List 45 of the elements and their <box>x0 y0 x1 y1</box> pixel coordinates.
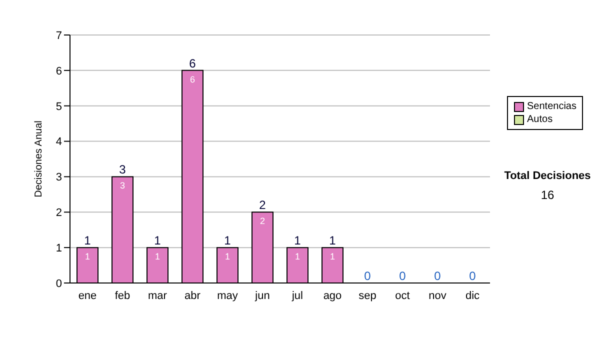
data-label: 1 <box>154 252 160 262</box>
y-tick-label: 0 <box>56 278 62 290</box>
text: Total Decisiones <box>503 170 592 182</box>
total-label: 1 <box>294 234 302 248</box>
x-tick-label: mar <box>148 290 168 302</box>
total-label: 6 <box>189 56 196 70</box>
y-tick-label: 7 <box>56 30 62 42</box>
total-label: 0 <box>434 269 442 283</box>
x-tick-label: dic <box>465 290 480 302</box>
total-label: 1 <box>154 234 162 248</box>
x-tick-label: abr <box>184 290 201 302</box>
total-label: 1 <box>84 234 92 248</box>
x-tick-label: oct <box>395 290 410 302</box>
x-tick-label: feb <box>114 290 130 302</box>
text: 16 <box>540 188 556 202</box>
x-tick-label: jun <box>254 290 270 302</box>
total-label: 2 <box>259 198 266 212</box>
y-tick-label: 4 <box>56 136 62 148</box>
total-label: 0 <box>399 269 406 283</box>
total-label: 0 <box>364 269 372 283</box>
x-tick-label: may <box>217 290 238 302</box>
total-label: 3 <box>119 162 126 177</box>
y-tick-label: 3 <box>56 172 62 184</box>
data-label: 2 <box>260 216 266 226</box>
legend-label: Autos <box>527 113 553 126</box>
data-label: 3 <box>120 180 126 191</box>
x-tick-label: ago <box>323 290 342 302</box>
y-tick-label: 1 <box>56 242 62 254</box>
data-label: 6 <box>190 74 196 84</box>
y-tick-label: 5 <box>56 100 62 113</box>
y-tick-label: 6 <box>56 65 62 78</box>
y-tick-label: 2 <box>56 207 62 220</box>
data-label: 1 <box>294 252 300 262</box>
legend-label: Sentencias <box>527 100 576 113</box>
x-tick-label: nov <box>428 290 447 302</box>
data-label: 1 <box>84 252 90 262</box>
total-label: 0 <box>469 269 476 283</box>
x-tick-label: ene <box>78 290 97 302</box>
x-tick-label: sep <box>358 290 376 302</box>
data-label: 1 <box>330 252 336 262</box>
x-tick-label: jul <box>290 290 304 302</box>
y-axis-title: Decisiones Anual <box>34 120 45 198</box>
total-label: 1 <box>224 234 232 248</box>
total-label: 1 <box>329 234 336 248</box>
data-label: 1 <box>224 252 230 262</box>
